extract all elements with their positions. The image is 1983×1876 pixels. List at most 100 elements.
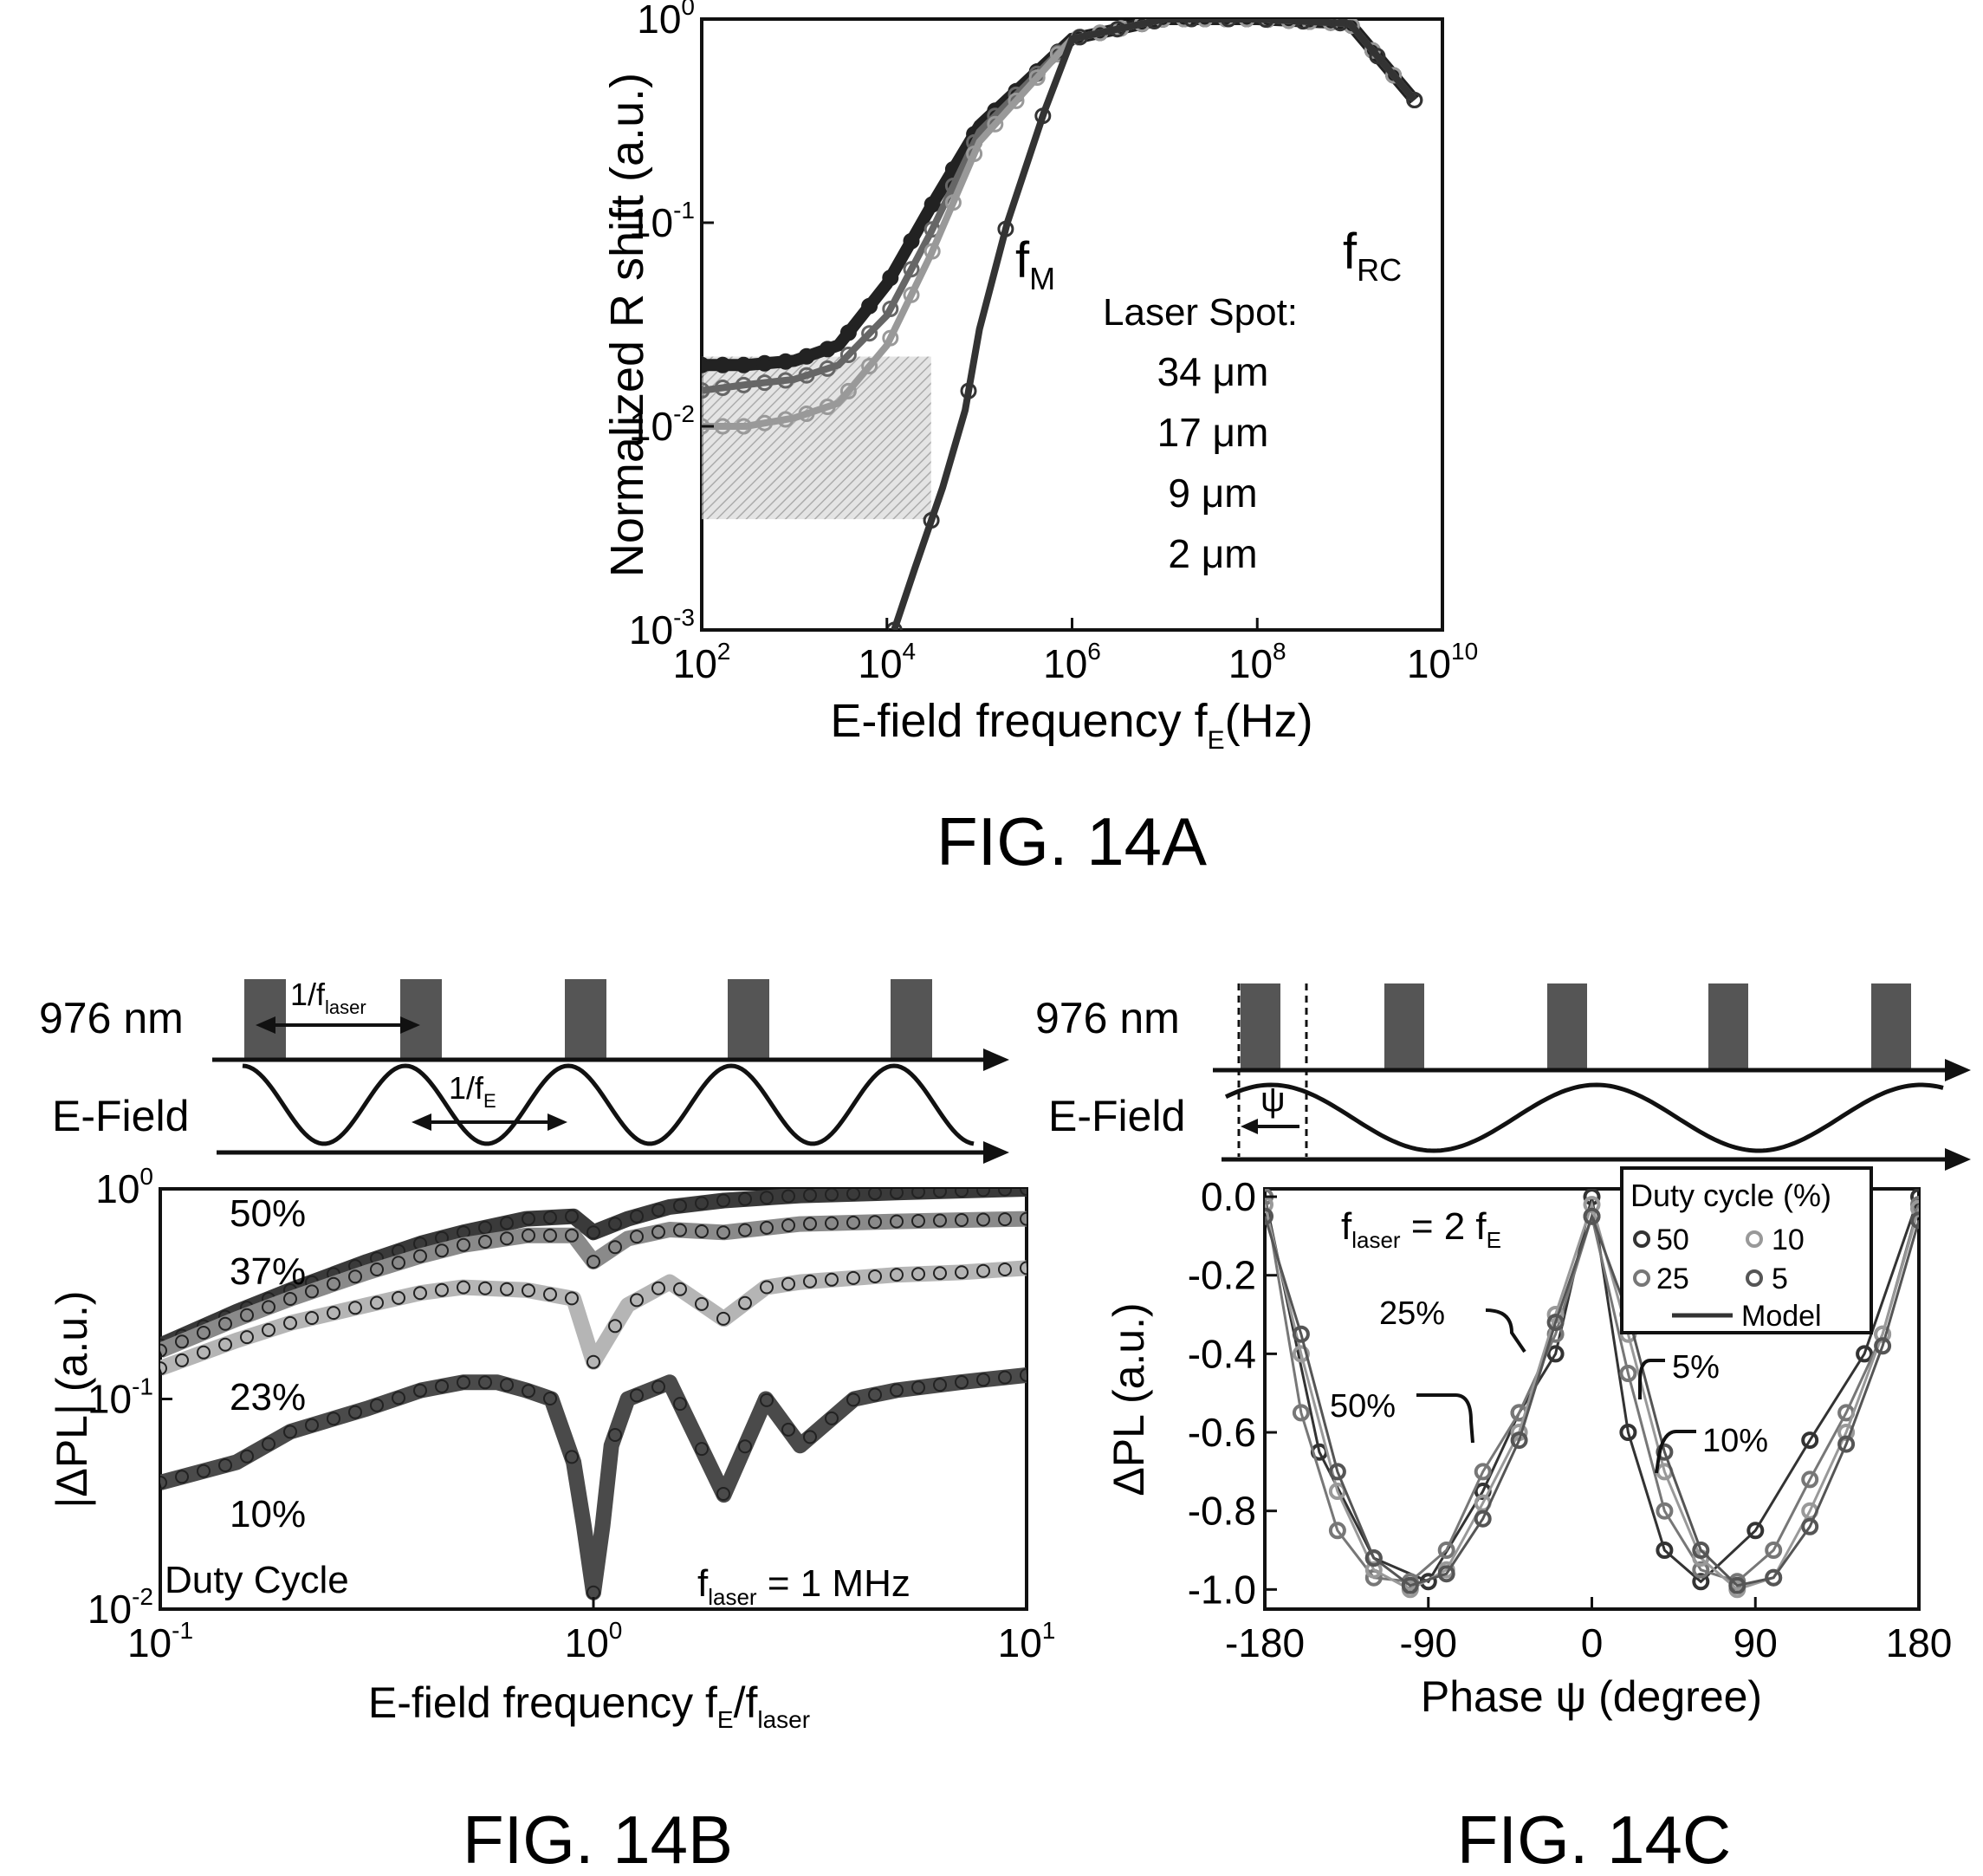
data-point-23pct [998, 1263, 1012, 1276]
data-point-9um [777, 411, 794, 428]
data-point-25 [1619, 1365, 1637, 1382]
legend-item-50: 50 [1656, 1224, 1689, 1256]
data-point-37pct [608, 1240, 622, 1255]
data-point-23pct [760, 1280, 774, 1295]
data-point-37pct [781, 1218, 795, 1233]
data-point-5 [1765, 1568, 1783, 1587]
data-point-50pct [543, 1211, 557, 1225]
data-point-9um [1028, 69, 1046, 86]
y-tick-label: 0.0 [1201, 1174, 1256, 1219]
x-tick-label: 0 [1581, 1620, 1604, 1665]
phase-psi-label: ψ [1260, 1081, 1286, 1119]
data-point-2um [885, 621, 903, 630]
x-tick-label: 10-1 [127, 1617, 193, 1665]
data-point-23pct [478, 1281, 492, 1295]
data-point-5 [1910, 1211, 1919, 1230]
data-point-23pct [976, 1263, 990, 1278]
data-point-10 [1292, 1345, 1310, 1363]
data-point-37pct [160, 1343, 167, 1358]
data-point-50 [1801, 1431, 1819, 1450]
arrowhead-icon [400, 1016, 420, 1034]
data-point-5 [1292, 1325, 1310, 1343]
data-point-10pct [543, 1392, 557, 1405]
y-tick-label: 10-2 [87, 1583, 153, 1632]
y-tick-label: 10-3 [629, 604, 695, 652]
data-point-37pct [651, 1224, 665, 1239]
leader-line-10 [1655, 1430, 1696, 1474]
data-point-23pct [1020, 1261, 1027, 1276]
svg-text:E-field frequency fE/flaser: E-field frequency fE/flaser [368, 1678, 810, 1733]
data-point-2um [1294, 19, 1312, 30]
legend-marker-5 [1746, 1269, 1763, 1287]
data-point-10pct [803, 1430, 817, 1444]
data-point-37pct [911, 1214, 925, 1228]
arrowhead-icon [983, 1141, 1009, 1164]
legend-item-5: 5 [1772, 1263, 1788, 1295]
data-point-9um [819, 399, 836, 415]
curve-label-10: 10% [1702, 1423, 1768, 1459]
data-point-10pct [781, 1422, 795, 1437]
data-point-34um [702, 356, 710, 373]
laser-pulse [1708, 983, 1748, 1070]
data-point-9um [1238, 19, 1255, 28]
data-point-10pct [868, 1387, 882, 1402]
data-point-50pct [998, 1189, 1012, 1197]
curve-label-10: 10% [230, 1493, 306, 1535]
data-point-37pct [760, 1220, 774, 1235]
data-point-5 [1583, 1207, 1601, 1225]
data-point-9um [903, 286, 920, 303]
data-point-5 [1364, 1549, 1383, 1568]
x-tick-label: 100 [565, 1617, 623, 1665]
data-point-50pct [911, 1189, 925, 1199]
data-point-23pct [868, 1269, 882, 1283]
legend-marker-25 [1633, 1269, 1650, 1287]
data-point-10pct [500, 1378, 514, 1392]
data-point-37pct [348, 1269, 362, 1284]
flaser-annotation-14b: flaser = 1 MHz [697, 1562, 910, 1610]
data-point-23pct [933, 1266, 947, 1281]
data-point-5 [1874, 1337, 1892, 1355]
data-point-50pct [586, 1225, 600, 1240]
data-point-9um [1176, 19, 1193, 28]
figure-label-14b: FIG. 14B [463, 1801, 733, 1876]
data-point-23pct [435, 1282, 449, 1297]
data-point-37pct [976, 1212, 990, 1227]
data-point-23pct [608, 1319, 622, 1334]
svg-text:fRC: fRC [1343, 224, 1402, 288]
legend-14c: Duty cycle (%) 50 10 25 5 Model [1620, 1166, 1873, 1334]
data-point-23pct [413, 1286, 427, 1301]
data-point-37pct [435, 1243, 449, 1258]
data-point-10pct [998, 1370, 1012, 1385]
data-point-17um [756, 374, 774, 392]
efield-label-14b: E-Field [52, 1092, 189, 1140]
data-point-23pct [565, 1291, 579, 1306]
data-point-37pct [630, 1230, 644, 1244]
data-point-10pct [890, 1383, 904, 1398]
x-tick-label: 1010 [1407, 638, 1478, 686]
data-point-5 [1801, 1517, 1819, 1535]
laser-pulse [1384, 983, 1424, 1070]
data-point-23pct [890, 1268, 904, 1282]
figure-label-14a: FIG. 14A [936, 803, 1207, 880]
legend-item-17um: 17 μm [1157, 410, 1269, 455]
x-tick-label: 101 [998, 1617, 1056, 1665]
data-point-2um [997, 220, 1014, 237]
x-tick-label: 108 [1228, 638, 1286, 686]
data-point-34um [819, 341, 836, 358]
data-point-9um [1385, 67, 1403, 84]
legend-box-14c [1620, 1166, 1873, 1334]
data-point-2um [1034, 107, 1052, 125]
y-tick-label: -0.8 [1188, 1489, 1256, 1534]
data-point-50pct [478, 1220, 492, 1235]
data-point-10pct [846, 1392, 860, 1407]
data-point-34um [777, 353, 794, 370]
data-point-10pct [825, 1411, 839, 1425]
leader-line-50 [1416, 1393, 1474, 1444]
period-label-laser: 1/flaser [290, 977, 366, 1018]
data-point-23pct [240, 1330, 254, 1345]
data-point-23pct [781, 1276, 795, 1291]
curve-label-37: 37% [230, 1250, 306, 1293]
legend-item-9um: 9 μm [1168, 471, 1257, 516]
data-point-10pct [976, 1373, 990, 1387]
data-point-5 [1474, 1509, 1492, 1528]
